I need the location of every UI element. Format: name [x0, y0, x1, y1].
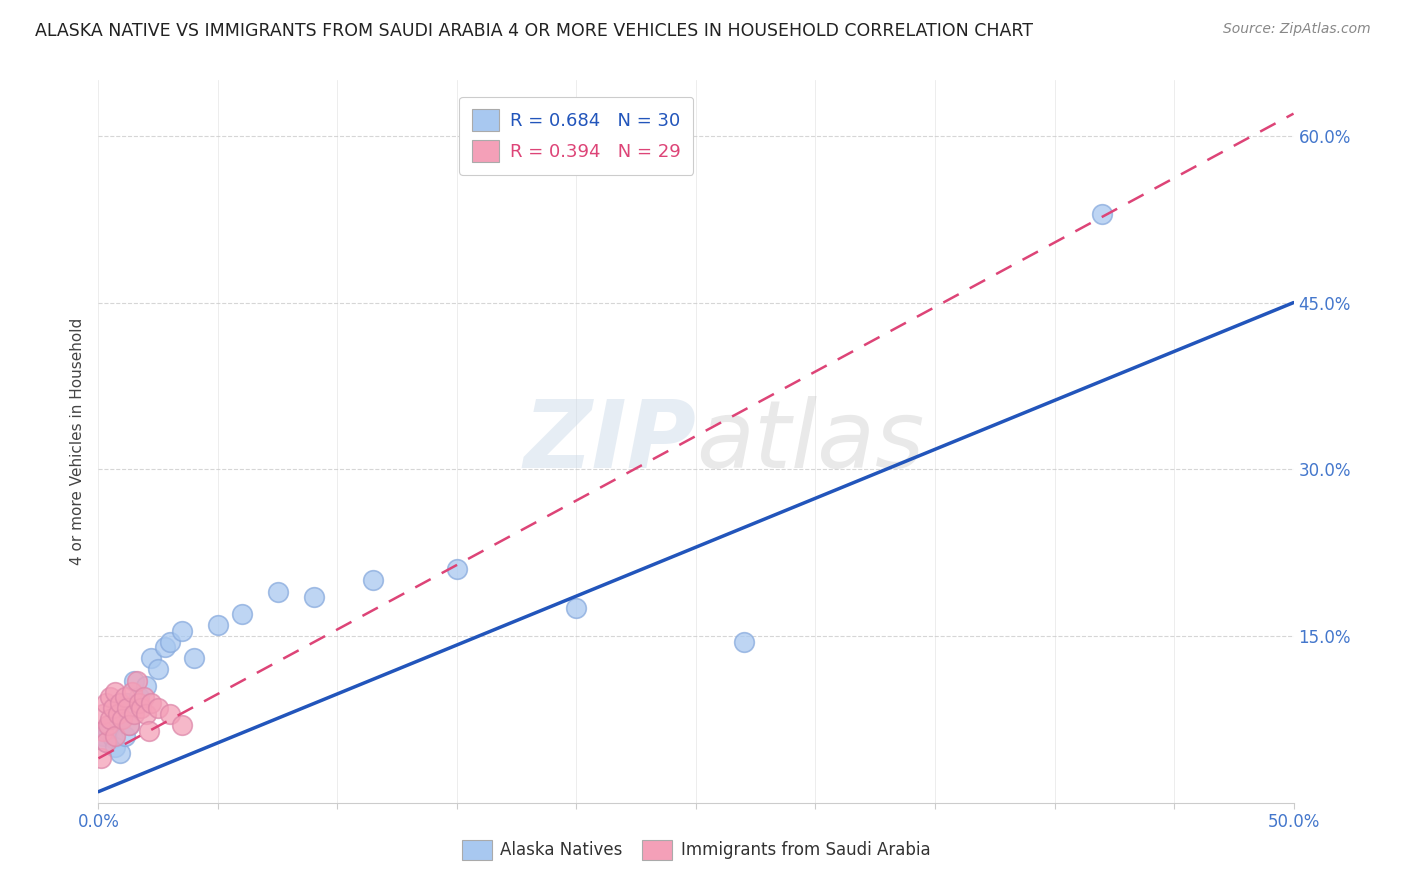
- Point: [139, 696, 162, 710]
- Point: [132, 690, 155, 705]
- Point: [128, 690, 150, 705]
- Point: [302, 590, 325, 604]
- Point: [104, 684, 127, 698]
- Point: [101, 701, 124, 715]
- Point: [138, 723, 160, 738]
- Point: [131, 701, 153, 715]
- Point: [94, 734, 117, 748]
- Point: [231, 607, 253, 621]
- Point: [97, 718, 120, 732]
- Point: [565, 601, 588, 615]
- Point: [98, 718, 122, 732]
- Point: [148, 662, 170, 676]
- Point: [183, 651, 205, 665]
- Point: [135, 679, 157, 693]
- Text: ZIP: ZIP: [523, 395, 696, 488]
- Point: [115, 701, 138, 715]
- Point: [128, 696, 150, 710]
- Point: [118, 718, 141, 732]
- Point: [91, 729, 114, 743]
- Point: [148, 701, 170, 715]
- Point: [104, 729, 127, 743]
- Point: [172, 624, 194, 638]
- Point: [1091, 207, 1114, 221]
- Y-axis label: 4 or more Vehicles in Household: 4 or more Vehicles in Household: [69, 318, 84, 566]
- Point: [107, 706, 129, 721]
- Point: [124, 706, 146, 721]
- Point: [98, 713, 122, 727]
- Point: [172, 718, 194, 732]
- Point: [733, 634, 755, 648]
- Point: [159, 634, 181, 648]
- Legend: Alaska Natives, Immigrants from Saudi Arabia: Alaska Natives, Immigrants from Saudi Ar…: [456, 833, 936, 867]
- Point: [446, 562, 468, 576]
- Point: [207, 618, 229, 632]
- Point: [91, 723, 114, 738]
- Text: ALASKA NATIVE VS IMMIGRANTS FROM SAUDI ARABIA 4 OR MORE VEHICLES IN HOUSEHOLD CO: ALASKA NATIVE VS IMMIGRANTS FROM SAUDI A…: [35, 22, 1033, 40]
- Point: [108, 696, 131, 710]
- Point: [111, 713, 134, 727]
- Point: [108, 746, 131, 760]
- Point: [139, 651, 162, 665]
- Text: atlas: atlas: [696, 396, 924, 487]
- Point: [111, 713, 134, 727]
- Point: [121, 684, 143, 698]
- Text: Source: ZipAtlas.com: Source: ZipAtlas.com: [1223, 22, 1371, 37]
- Point: [114, 690, 136, 705]
- Point: [115, 696, 138, 710]
- Point: [124, 673, 146, 688]
- Point: [363, 574, 385, 588]
- Point: [118, 718, 141, 732]
- Point: [159, 706, 181, 721]
- Point: [135, 706, 157, 721]
- Point: [107, 706, 129, 721]
- Point: [155, 640, 177, 655]
- Point: [94, 696, 117, 710]
- Point: [104, 740, 127, 755]
- Point: [94, 734, 117, 748]
- Point: [114, 729, 136, 743]
- Point: [101, 731, 124, 746]
- Point: [125, 673, 148, 688]
- Point: [98, 690, 122, 705]
- Point: [90, 751, 112, 765]
- Point: [91, 706, 114, 721]
- Point: [267, 584, 290, 599]
- Point: [97, 723, 120, 738]
